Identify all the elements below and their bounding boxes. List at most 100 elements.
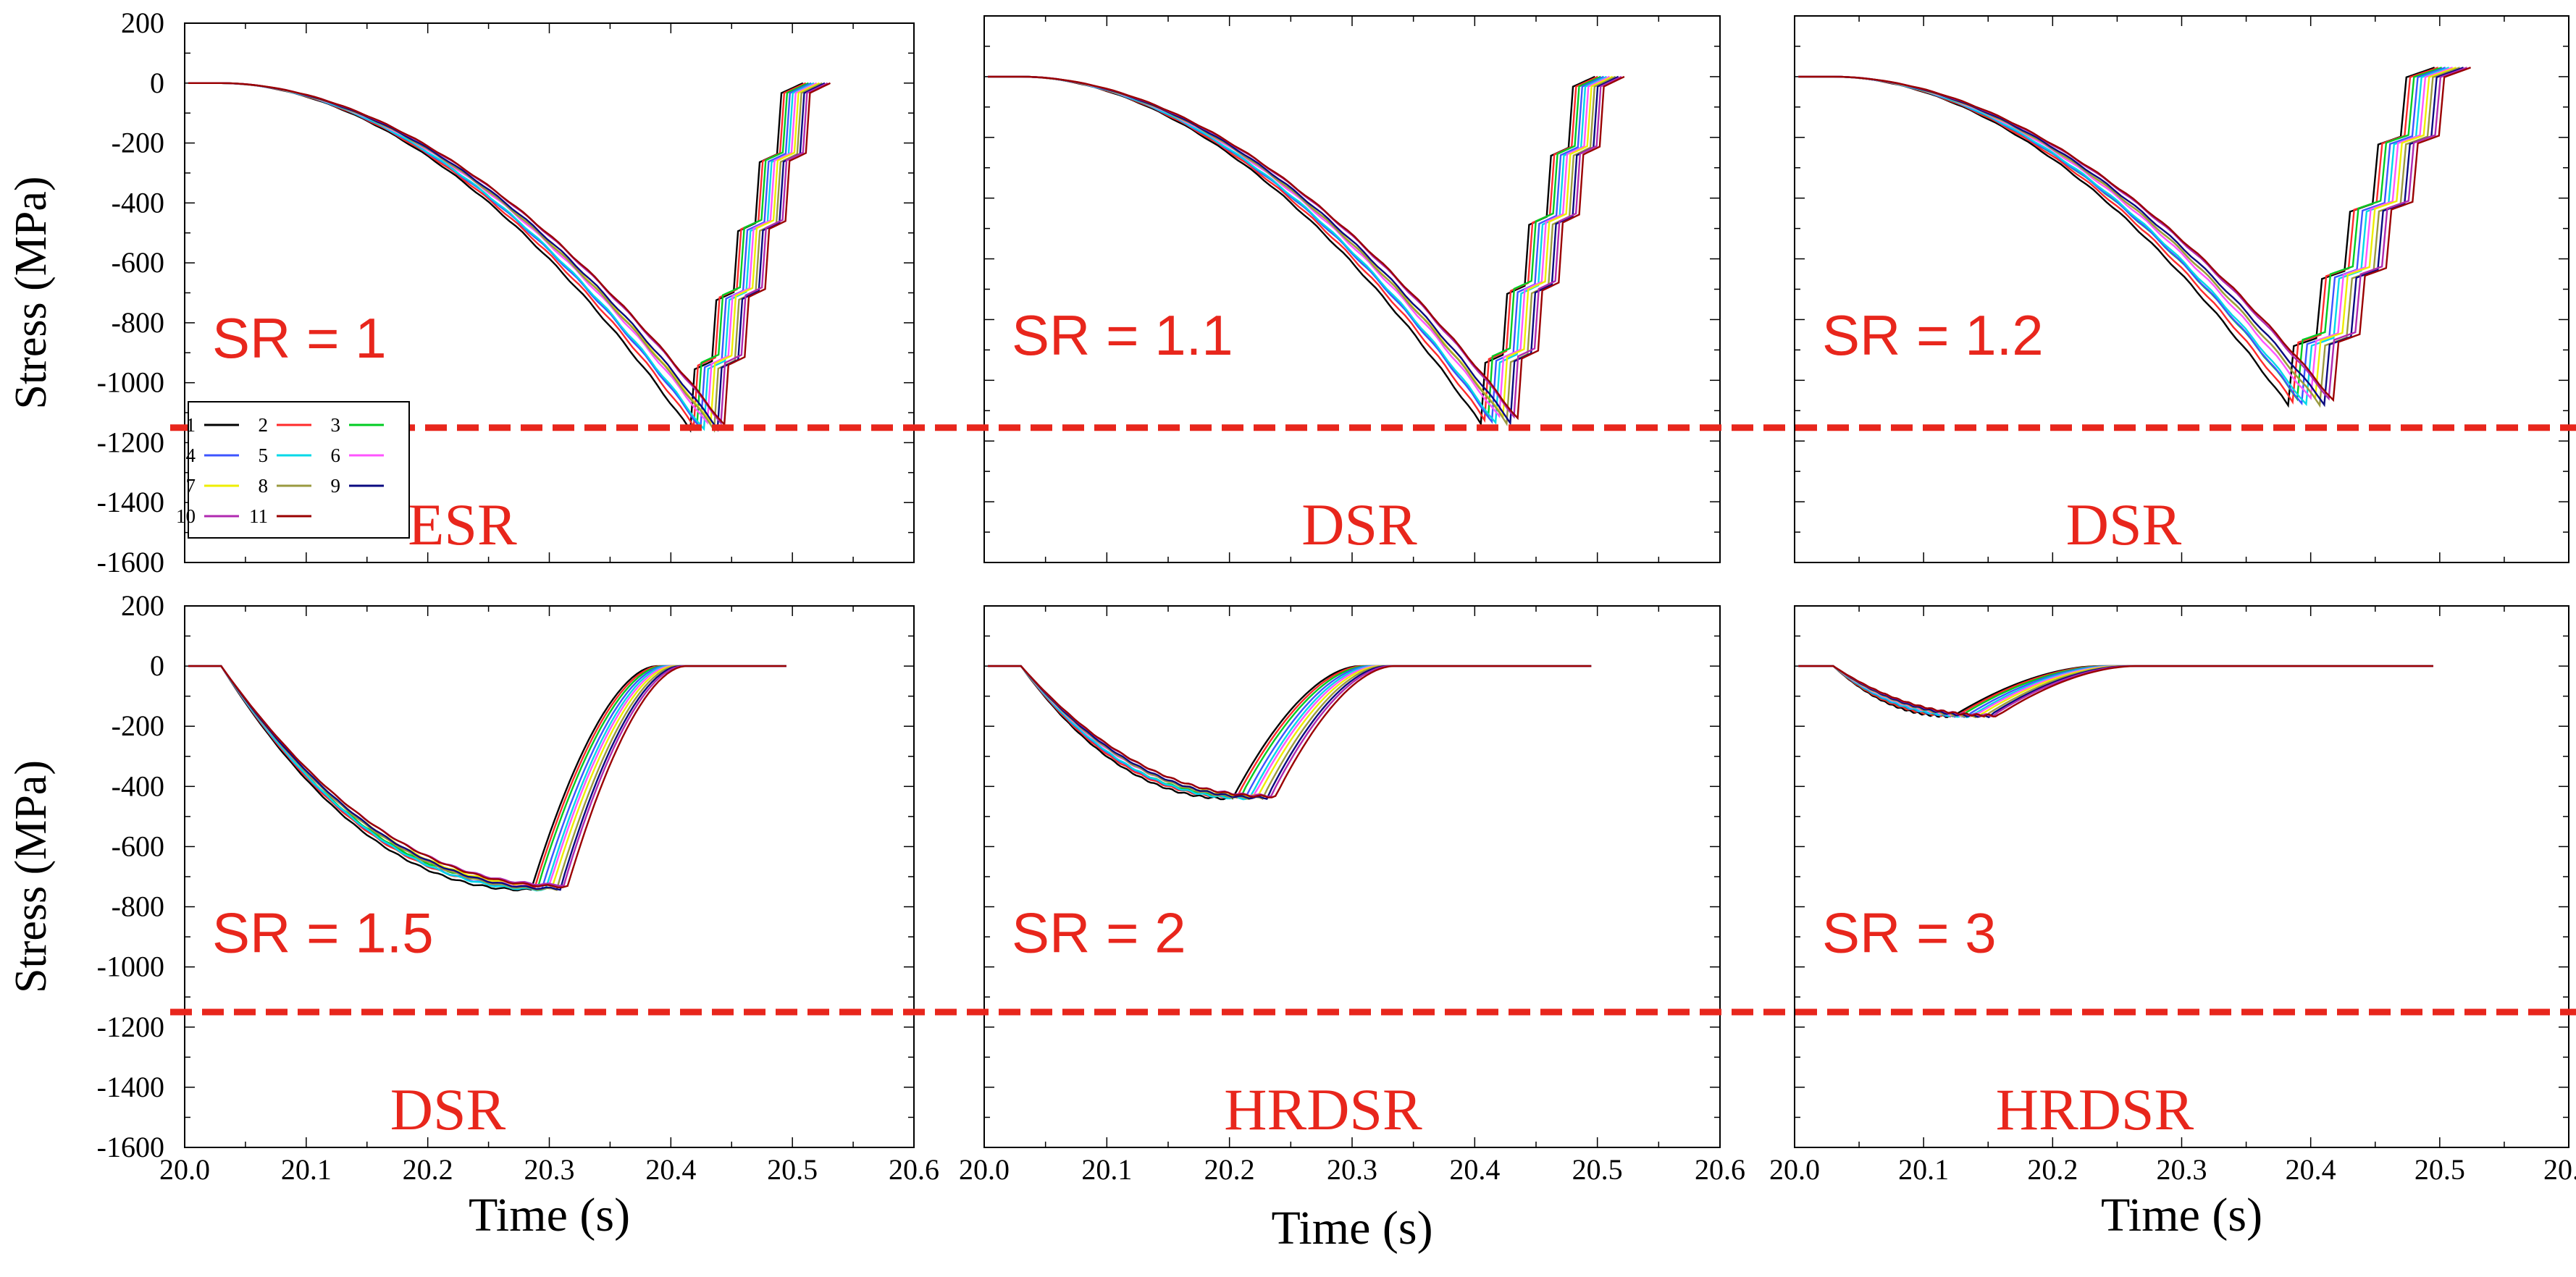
series-line-9 [988,665,1592,800]
y-tick-label: 0 [150,649,164,682]
series-line-3 [188,82,809,426]
y-tick-label: 0 [150,67,164,99]
y-axis-label: Stress (MPa) [7,760,56,993]
series-line-5 [188,82,815,431]
y-tick-label: -1600 [97,546,164,578]
series-line-11 [1798,67,2472,403]
sr-label: SR = 1.5 [212,901,434,965]
series-line-6 [188,665,786,888]
legend-label-2: 2 [259,414,269,436]
classification-label: ESR [408,492,517,557]
chart-panel-bottom-left: 200 0 -200 -400 -600 -800 -1000 -1200 -1400 -1600… [7,589,939,1242]
x-tick-label: 20.2 [403,1153,453,1186]
plot-frame [1794,605,2569,1148]
legend-label-1: 1 [186,414,196,436]
series-line-2 [188,82,807,429]
x-tick-label: 20.3 [1327,1153,1377,1186]
chart-panel-top-middle: SR = 1.1 DSR [983,15,1721,563]
series-line-2 [188,665,786,889]
y-tick-label: -1000 [97,951,164,983]
chart-panel-top-right: SR = 1.2 DSR [1794,15,2569,563]
legend-label-5: 5 [259,444,269,466]
legend-box [188,401,410,539]
series-line-9 [188,665,786,891]
x-tick-label: 20.0 [159,1153,210,1186]
sr-label: SR = 1 [212,306,387,370]
series-line-9 [988,75,1619,426]
y-tick-label: 200 [121,7,164,39]
series-line-11 [988,75,1625,421]
sr-label: SR = 2 [1012,901,1186,965]
y-tick-label: -200 [112,709,164,742]
series-line-5 [188,665,786,892]
classification-label: DSR [390,1076,506,1142]
series-line-2 [1798,665,2433,718]
x-tick-label: 20.1 [1081,1153,1132,1186]
x-tick-label: 20.1 [281,1153,332,1186]
x-tick-label: 20.3 [524,1153,575,1186]
y-tick-label: -400 [112,770,164,802]
sr-label: SR = 1.1 [1012,303,1233,367]
x-tick-label: 20.3 [2157,1153,2207,1186]
series-line-5 [1798,665,2433,719]
series-line-4 [988,75,1604,424]
legend-label-3: 3 [331,414,341,436]
x-tick-label: 20.1 [1898,1153,1949,1186]
x-tick-label: 20.6 [1695,1153,1745,1186]
y-tick-label: -200 [112,127,164,159]
y-tick-label: -1400 [97,1071,164,1103]
series-line-7 [188,665,786,888]
sr-label: SR = 3 [1822,901,1997,965]
y-tick-label: -800 [112,306,164,339]
x-tick-label: 20.2 [1204,1153,1255,1186]
series-line-2 [988,665,1592,799]
y-tick-label: -800 [112,890,164,923]
x-tick-label: 20.5 [1572,1153,1623,1186]
chart-panel-top-left: 200 0 -200 -400 -600 -800 -1000 -1200 -1400 -1600… [7,7,915,578]
series-line-10 [188,82,828,426]
x-tick-label: 20.0 [959,1153,1010,1186]
series-line-6 [188,82,818,425]
sr-label: SR = 1.2 [1822,303,2044,367]
series-line-9 [1798,665,2433,719]
series-line-1 [188,665,786,892]
x-tick-label: 20.4 [645,1153,696,1186]
series-line-11 [988,665,1592,798]
series-line-8 [1798,665,2433,719]
series-line-3 [188,665,786,887]
x-tick-label: 20.0 [1769,1153,1820,1186]
y-tick-label: -1200 [97,426,164,458]
chart-panel-bottom-right: 20.0 20.1 20.2 20.3 20.4 20.5 20.6 Time (s) SR =… [1769,605,2576,1242]
x-tick-label: 20.4 [1449,1153,1500,1186]
series-line-6 [1798,665,2433,717]
legend-label-11: 11 [249,505,268,527]
legend-label-7: 7 [186,475,196,497]
series-line-11 [188,82,831,427]
y-axis-label: Stress (MPa) [7,176,56,409]
y-tick-label: 200 [121,589,164,622]
legend-label-8: 8 [259,475,269,497]
series-line-9 [188,82,826,432]
x-tick-label: 20.5 [2415,1153,2465,1186]
y-tick-label: -1000 [97,366,164,399]
y-tick-label: -1400 [97,486,164,518]
y-tick-label: -600 [112,246,164,279]
series-line-1 [988,75,1595,427]
legend-label-4: 4 [186,444,196,466]
series-line-10 [188,665,786,887]
x-tick-label: 20.2 [2027,1153,2078,1186]
x-tick-label: 20.6 [889,1153,939,1186]
y-tick-label: -600 [112,830,164,862]
series-line-8 [188,665,786,891]
classification-label: DSR [2066,492,2182,557]
series-line-4 [1798,665,2433,718]
x-axis-label: Time (s) [2101,1189,2262,1242]
x-tick-label: 20.6 [2543,1153,2576,1186]
series-line-1 [988,665,1592,801]
series-line-5 [988,665,1592,801]
series-line-7 [1798,665,2433,717]
classification-label: HRDSR [1996,1076,2194,1142]
chart-panel-bottom-middle: 20.0 20.1 20.2 20.3 20.4 20.5 20.6 Time (s) SR =… [959,605,1745,1255]
x-axis-label: Time (s) [469,1189,630,1242]
